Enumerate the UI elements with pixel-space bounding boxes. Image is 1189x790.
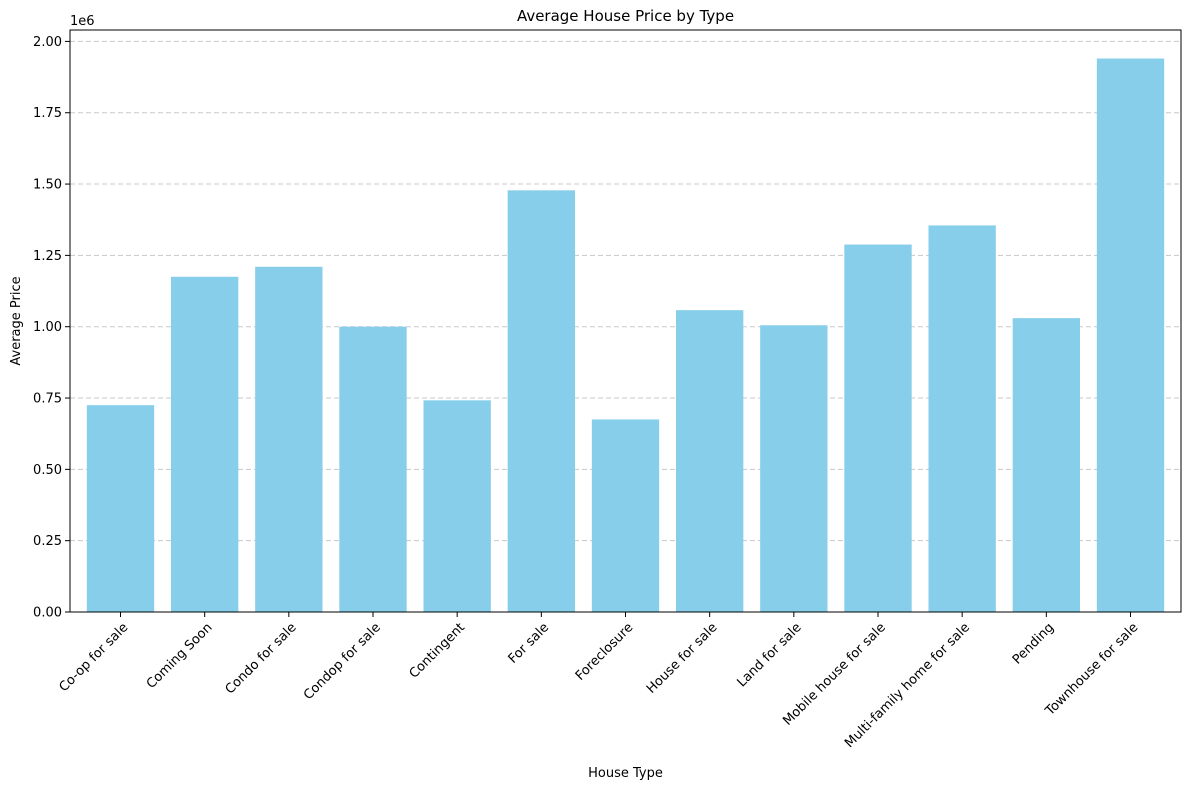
x-tick-label: Foreclosure <box>573 620 637 684</box>
x-tick-label: Condo for sale <box>223 620 300 697</box>
x-tick-label: Townhouse for sale <box>1042 620 1141 719</box>
x-tick-label: House for sale <box>644 620 721 697</box>
bar-house-for-sale <box>676 310 744 612</box>
x-axis-ticks: Co-op for sale Coming Soon Condo for sale C… <box>56 612 1141 751</box>
y-axis-ticks: 0.00 0.25 0.50 0.75 1.00 1.25 1.50 1.75 2.00 <box>33 35 70 621</box>
bars-layer <box>86 58 1165 613</box>
bar-mobile-house-for-sale <box>844 244 912 612</box>
bar-for-sale <box>507 190 575 612</box>
y-tick-label: 2.00 <box>33 35 62 50</box>
x-tick-label: For sale <box>506 620 553 667</box>
y-axis-title: Average Price <box>9 276 24 365</box>
x-tick-label: Pending <box>1010 620 1057 667</box>
bar-co-op-for-sale <box>86 405 155 612</box>
y-tick-label: 0.00 <box>33 606 62 621</box>
y-tick-label: 1.00 <box>33 320 62 335</box>
y-tick-label: 1.50 <box>33 178 62 193</box>
y-tick-label: 0.50 <box>33 463 62 478</box>
y-tick-label: 1.25 <box>33 249 62 264</box>
bar-townhouse-for-sale <box>1096 58 1165 612</box>
bar-land-for-sale <box>760 325 828 612</box>
x-tick-label: Condop for sale <box>301 620 384 703</box>
bar-multi-family-home-for-sale <box>928 225 996 613</box>
bar-coming-soon <box>171 276 239 612</box>
bar-condo-for-sale <box>255 266 323 612</box>
bar-pending <box>1012 318 1080 612</box>
x-tick-label: Coming Soon <box>144 620 216 692</box>
bar-contingent <box>423 400 491 612</box>
bar-condop-for-sale <box>339 326 407 612</box>
y-axis-offset-label: 1e6 <box>70 14 95 29</box>
x-tick-label: Contingent <box>407 620 468 681</box>
y-tick-label: 1.75 <box>33 106 62 121</box>
x-tick-label: Land for sale <box>735 620 805 690</box>
x-axis-title: House Type <box>588 766 663 781</box>
x-tick-label: Co-op for sale <box>56 620 131 695</box>
y-tick-label: 0.25 <box>33 534 62 549</box>
chart-title: Average House Price by Type <box>517 7 734 25</box>
y-tick-label: 0.75 <box>33 392 62 407</box>
bar-foreclosure <box>591 419 660 612</box>
